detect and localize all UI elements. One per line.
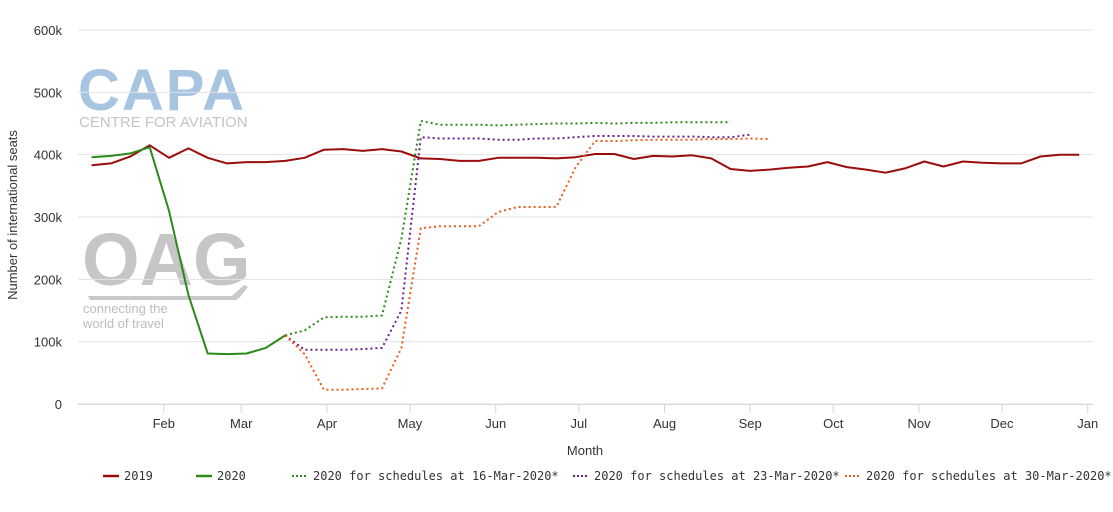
series-line-2 bbox=[91, 146, 286, 356]
x-tick-label: Dec bbox=[990, 416, 1014, 431]
legend-item-3[interactable]: 2020 for schedules at 16-Mar-2020* bbox=[292, 469, 559, 483]
legend-label: 2020 bbox=[217, 469, 246, 483]
x-tick-label: Sep bbox=[739, 416, 762, 431]
x-tick-label: Aug bbox=[653, 416, 676, 431]
x-tick-label: Nov bbox=[907, 416, 931, 431]
capa-watermark: CAPA CENTRE FOR AVIATION bbox=[78, 58, 248, 131]
oag-watermark: OAG connecting the world of travel bbox=[82, 218, 251, 331]
legend-item-5[interactable]: 2020 for schedules at 30-Mar-2020* bbox=[845, 469, 1112, 483]
legend-label: 2020 for schedules at 16-Mar-2020* bbox=[313, 469, 559, 483]
oag-tagline-2: world of travel bbox=[82, 316, 164, 331]
x-tick-label: Jul bbox=[570, 416, 587, 431]
x-tick-label: Mar bbox=[230, 416, 253, 431]
legend-label: 2020 for schedules at 30-Mar-2020* bbox=[866, 469, 1112, 483]
series-lines bbox=[91, 120, 1080, 391]
x-tick-label: Feb bbox=[153, 416, 175, 431]
x-axis-title: Month bbox=[567, 443, 603, 458]
oag-logo: OAG bbox=[82, 218, 251, 301]
y-axis-title: Number of international seats bbox=[5, 130, 20, 300]
series-line-3 bbox=[284, 120, 731, 337]
y-tick-label: 0 bbox=[55, 397, 62, 412]
legend: 2019 2020 2020 for schedules at 16-Mar-202… bbox=[103, 469, 1112, 483]
y-axis: 0 100k 200k 300k 400k 500k 600k bbox=[34, 23, 63, 412]
x-tick-label: Oct bbox=[823, 416, 844, 431]
y-tick-label: 100k bbox=[34, 335, 63, 350]
legend-label: 2020 for schedules at 23-Mar-2020* bbox=[594, 469, 840, 483]
legend-item-4[interactable]: 2020 for schedules at 23-Mar-2020* bbox=[573, 469, 840, 483]
series-line-4 bbox=[284, 133, 751, 351]
capa-logo: CAPA bbox=[78, 58, 246, 123]
legend-label: 2019 bbox=[124, 469, 153, 483]
capa-subtitle: CENTRE FOR AVIATION bbox=[79, 114, 248, 131]
y-tick-label: 600k bbox=[34, 23, 63, 38]
x-tick-label: Jun bbox=[485, 416, 506, 431]
x-tick-label: Jan bbox=[1077, 416, 1098, 431]
legend-item-2[interactable]: 2020 bbox=[196, 469, 246, 483]
y-tick-label: 200k bbox=[34, 272, 63, 287]
series-line-1 bbox=[91, 144, 1080, 174]
y-tick-label: 300k bbox=[34, 210, 63, 225]
y-tick-label: 400k bbox=[34, 148, 63, 163]
series-line-5 bbox=[284, 137, 770, 391]
x-axis: Feb Mar Apr May Jun Jul Aug Sep Oct Nov Dec Jan bbox=[78, 404, 1098, 431]
x-tick-label: Apr bbox=[317, 416, 338, 431]
y-tick-label: 500k bbox=[34, 85, 63, 100]
legend-item-1[interactable]: 2019 bbox=[103, 469, 153, 483]
x-tick-label: May bbox=[398, 416, 423, 431]
oag-tagline-1: connecting the bbox=[83, 301, 168, 316]
plane-icon bbox=[88, 285, 248, 300]
